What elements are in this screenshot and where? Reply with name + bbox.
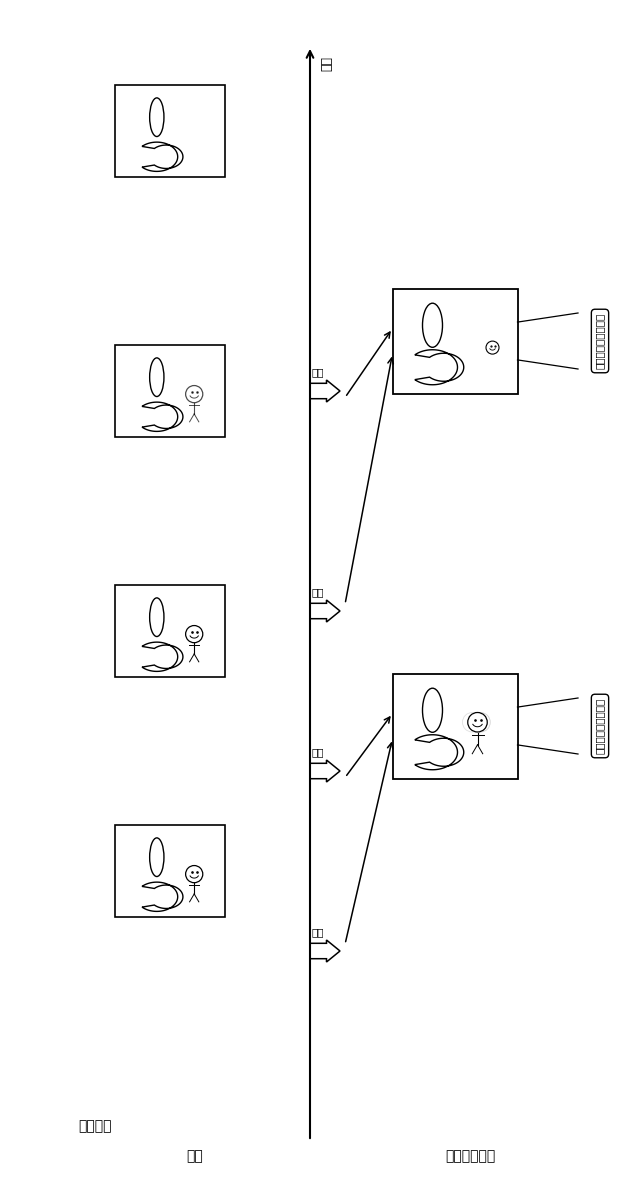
Ellipse shape (150, 358, 164, 396)
Text: 合成画像のブラー大: 合成画像のブラー大 (595, 698, 605, 754)
Ellipse shape (150, 97, 164, 137)
Text: 時間: 時間 (320, 56, 333, 71)
Bar (115, 345, 225, 437)
Text: 短暲: 短暲 (312, 368, 324, 377)
Text: 短暲: 短暲 (312, 747, 324, 757)
Polygon shape (142, 882, 183, 912)
Polygon shape (310, 600, 340, 622)
Polygon shape (415, 349, 464, 384)
Text: 合成画像のブラー大: 合成画像のブラー大 (595, 313, 605, 369)
Bar (115, 585, 225, 677)
Circle shape (186, 626, 203, 643)
Bar (115, 85, 225, 177)
Bar (392, 288, 518, 394)
Polygon shape (415, 735, 464, 770)
Polygon shape (310, 380, 340, 402)
Circle shape (486, 341, 499, 354)
Circle shape (186, 866, 203, 883)
Polygon shape (310, 940, 340, 962)
Text: 最短合成画像: 最短合成画像 (445, 1149, 495, 1163)
Text: 撃像画像: 撃像画像 (78, 1119, 112, 1133)
Polygon shape (310, 760, 340, 782)
Text: 長暲: 長暲 (312, 927, 324, 937)
Bar (115, 825, 225, 918)
Ellipse shape (422, 688, 442, 733)
Circle shape (468, 712, 487, 731)
Text: 露光: 露光 (187, 1149, 204, 1163)
Ellipse shape (150, 598, 164, 637)
Circle shape (186, 386, 203, 402)
Bar (392, 674, 518, 778)
Ellipse shape (150, 838, 164, 877)
Polygon shape (142, 643, 183, 671)
Polygon shape (142, 142, 183, 172)
Circle shape (471, 712, 490, 731)
Ellipse shape (422, 303, 442, 347)
Polygon shape (142, 402, 183, 431)
Text: 長暲: 長暲 (312, 587, 324, 597)
Circle shape (463, 712, 482, 731)
